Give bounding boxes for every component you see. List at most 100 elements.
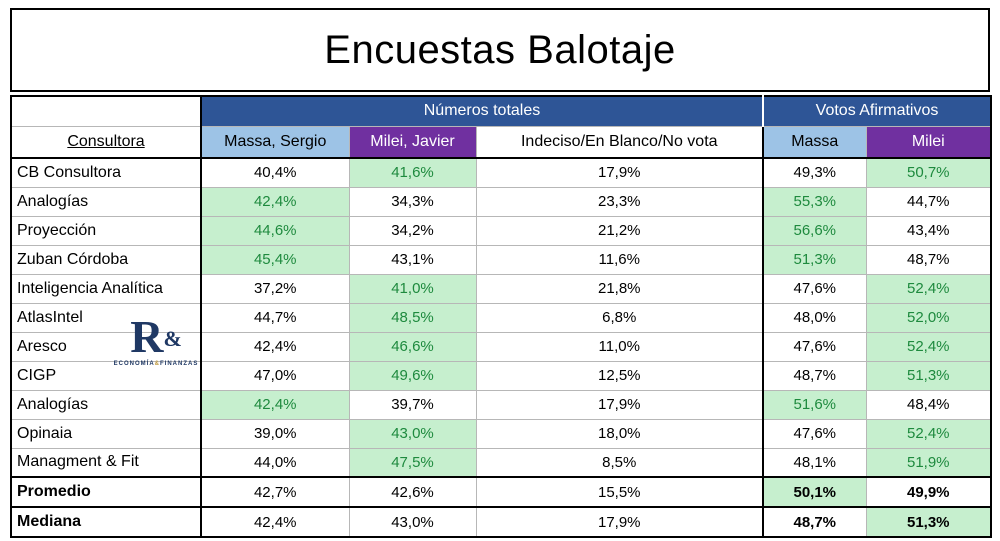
value-cell[interactable]: 43,1% (348, 244, 477, 275)
value-cell[interactable]: 46,6% (348, 331, 477, 362)
value-cell[interactable]: 52,0% (865, 302, 992, 333)
column-header-consultora: Consultora (10, 125, 202, 159)
value-cell[interactable]: 15,5% (475, 476, 764, 508)
value-cell[interactable]: 42,4% (200, 186, 350, 217)
column-header-row: Consultora Massa, Sergio Milei, Javier I… (10, 125, 992, 159)
value-cell[interactable]: 47,0% (200, 360, 350, 391)
value-cell[interactable]: 37,2% (200, 273, 350, 304)
value-cell[interactable]: 8,5% (475, 447, 764, 478)
value-cell[interactable]: 50,7% (865, 157, 992, 188)
value-cell[interactable]: 21,2% (475, 215, 764, 246)
table-row: Inteligencia Analítica 37,2% 41,0% 21,8% 47,… (10, 273, 992, 304)
table-row: Zuban Córdoba 45,4% 43,1% 11,6% 51,3% 48,7% (10, 244, 992, 275)
value-cell[interactable]: 43,0% (348, 506, 477, 538)
page-title: Encuestas Balotaje (10, 8, 990, 92)
table-row: Analogías 42,4% 34,3% 23,3% 55,3% 44,7% (10, 186, 992, 217)
value-cell[interactable]: 44,7% (865, 186, 992, 217)
value-cell[interactable]: 51,3% (865, 506, 992, 538)
value-cell[interactable]: 47,5% (348, 447, 477, 478)
value-cell[interactable]: 51,3% (762, 244, 867, 275)
value-cell[interactable]: 49,6% (348, 360, 477, 391)
value-cell[interactable]: 44,0% (200, 447, 350, 478)
value-cell[interactable]: 17,9% (475, 157, 764, 188)
value-cell[interactable]: 43,0% (348, 418, 477, 449)
column-header-indeciso: Indeciso/En Blanco/No vota (475, 125, 764, 159)
value-cell[interactable]: 51,3% (865, 360, 992, 391)
consultora-cell[interactable]: Mediana (10, 506, 202, 538)
table-row: CIGP 47,0% 49,6% 12,5% 48,7% 51,3% (10, 360, 992, 391)
table-row: Mediana 42,4% 43,0% 17,9% 48,7% 51,3% (10, 506, 992, 538)
consultora-cell[interactable]: CIGP (10, 360, 202, 391)
value-cell[interactable]: 34,3% (348, 186, 477, 217)
consultora-cell[interactable]: Inteligencia Analítica (10, 273, 202, 304)
value-cell[interactable]: 48,7% (865, 244, 992, 275)
value-cell[interactable]: 17,9% (475, 506, 764, 538)
value-cell[interactable]: 48,7% (762, 360, 867, 391)
value-cell[interactable]: 52,4% (865, 418, 992, 449)
value-cell[interactable]: 50,1% (762, 476, 867, 508)
consultora-cell[interactable]: Aresco (10, 331, 202, 362)
column-header-massa-sergio: Massa, Sergio (200, 125, 350, 159)
value-cell[interactable]: 23,3% (475, 186, 764, 217)
value-cell[interactable]: 40,4% (200, 157, 350, 188)
consultora-cell[interactable]: Managment & Fit (10, 447, 202, 478)
value-cell[interactable]: 39,0% (200, 418, 350, 449)
table-row: Proyección 44,6% 34,2% 21,2% 56,6% 43,4% (10, 215, 992, 246)
value-cell[interactable]: 52,4% (865, 331, 992, 362)
value-cell[interactable]: 44,7% (200, 302, 350, 333)
value-cell[interactable]: 51,9% (865, 447, 992, 478)
value-cell[interactable]: 44,6% (200, 215, 350, 246)
value-cell[interactable]: 48,0% (762, 302, 867, 333)
group-header-numeros-totales: Números totales (200, 95, 764, 127)
value-cell[interactable]: 41,0% (348, 273, 477, 304)
value-cell[interactable]: 42,6% (348, 476, 477, 508)
consultora-cell[interactable]: Analogías (10, 389, 202, 420)
value-cell[interactable]: 11,6% (475, 244, 764, 275)
polls-table: Números totales Votos Afirmativos Consul… (10, 95, 993, 538)
value-cell[interactable]: 42,7% (200, 476, 350, 508)
value-cell[interactable]: 42,4% (200, 331, 350, 362)
value-cell[interactable]: 45,4% (200, 244, 350, 275)
group-header-votos-afirmativos: Votos Afirmativos (762, 95, 992, 127)
value-cell[interactable]: 21,8% (475, 273, 764, 304)
table-row: Aresco 42,4% 46,6% 11,0% 47,6% 52,4% (10, 331, 992, 362)
value-cell[interactable]: 48,7% (762, 506, 867, 538)
value-cell[interactable]: 47,6% (762, 418, 867, 449)
value-cell[interactable]: 6,8% (475, 302, 764, 333)
table-row: Analogías 42,4% 39,7% 17,9% 51,6% 48,4% (10, 389, 992, 420)
value-cell[interactable]: 56,6% (762, 215, 867, 246)
column-header-massa: Massa (762, 125, 867, 159)
table-row: AtlasIntel 44,7% 48,5% 6,8% 48,0% 52,0% (10, 302, 992, 333)
consultora-cell[interactable]: AtlasIntel (10, 302, 202, 333)
value-cell[interactable]: 39,7% (348, 389, 477, 420)
value-cell[interactable]: 51,6% (762, 389, 867, 420)
value-cell[interactable]: 34,2% (348, 215, 477, 246)
consultora-cell[interactable]: Opinaia (10, 418, 202, 449)
value-cell[interactable]: 42,4% (200, 389, 350, 420)
value-cell[interactable]: 52,4% (865, 273, 992, 304)
value-cell[interactable]: 48,5% (348, 302, 477, 333)
value-cell[interactable]: 41,6% (348, 157, 477, 188)
value-cell[interactable]: 55,3% (762, 186, 867, 217)
consultora-cell[interactable]: Proyección (10, 215, 202, 246)
table-row: Promedio 42,7% 42,6% 15,5% 50,1% 49,9% (10, 476, 992, 508)
value-cell[interactable]: 49,3% (762, 157, 867, 188)
value-cell[interactable]: 49,9% (865, 476, 992, 508)
value-cell[interactable]: 11,0% (475, 331, 764, 362)
table-row: CB Consultora 40,4% 41,6% 17,9% 49,3% 50,7% (10, 157, 992, 188)
value-cell[interactable]: 42,4% (200, 506, 350, 538)
value-cell[interactable]: 17,9% (475, 389, 764, 420)
value-cell[interactable]: 48,1% (762, 447, 867, 478)
value-cell[interactable]: 12,5% (475, 360, 764, 391)
group-header-row: Números totales Votos Afirmativos (10, 95, 992, 127)
value-cell[interactable]: 47,6% (762, 273, 867, 304)
value-cell[interactable]: 18,0% (475, 418, 764, 449)
value-cell[interactable]: 43,4% (865, 215, 992, 246)
value-cell[interactable]: 48,4% (865, 389, 992, 420)
consultora-cell[interactable]: Analogías (10, 186, 202, 217)
consultora-cell[interactable]: Promedio (10, 476, 202, 508)
consultora-cell[interactable]: Zuban Córdoba (10, 244, 202, 275)
value-cell[interactable]: 47,6% (762, 331, 867, 362)
consultora-cell[interactable]: CB Consultora (10, 157, 202, 188)
